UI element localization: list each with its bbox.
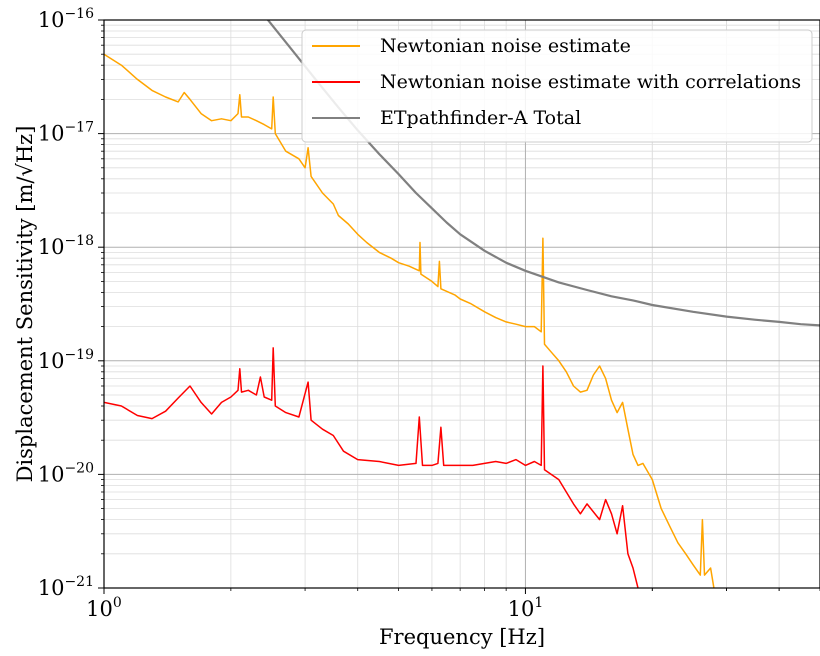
y-tick-label: 10−17	[38, 120, 94, 146]
series-line-1	[104, 53, 715, 588]
legend-label-3: ETpathfinder-A Total	[380, 107, 581, 129]
x-tick-label: 101	[508, 595, 544, 621]
axis-ticks	[98, 19, 820, 594]
x-tick-label: 100	[86, 595, 122, 621]
y-tick-label: 10−19	[38, 347, 94, 373]
legend-label-1: Newtonian noise estimate	[380, 35, 631, 57]
y-tick-label: 10−20	[38, 460, 94, 486]
series-line-2	[104, 347, 639, 588]
legend: Newtonian noise estimate Newtonian noise …	[301, 29, 813, 143]
plot-frame	[103, 19, 820, 589]
y-axis-label: Displacement Sensitivity [m/√Hz]	[13, 126, 37, 483]
legend-box	[301, 29, 813, 143]
legend-label-2: Newtonian noise estimate with correlatio…	[380, 71, 801, 93]
tick-labels: 100 101 10−21 10−20 10−19 10−18 10−17 10−16	[38, 6, 544, 621]
y-tick-label: 10−21	[38, 574, 94, 600]
y-tick-label: 10−16	[38, 6, 94, 32]
x-axis-label: Frequency [Hz]	[379, 625, 545, 649]
y-tick-label: 10−18	[38, 233, 94, 259]
